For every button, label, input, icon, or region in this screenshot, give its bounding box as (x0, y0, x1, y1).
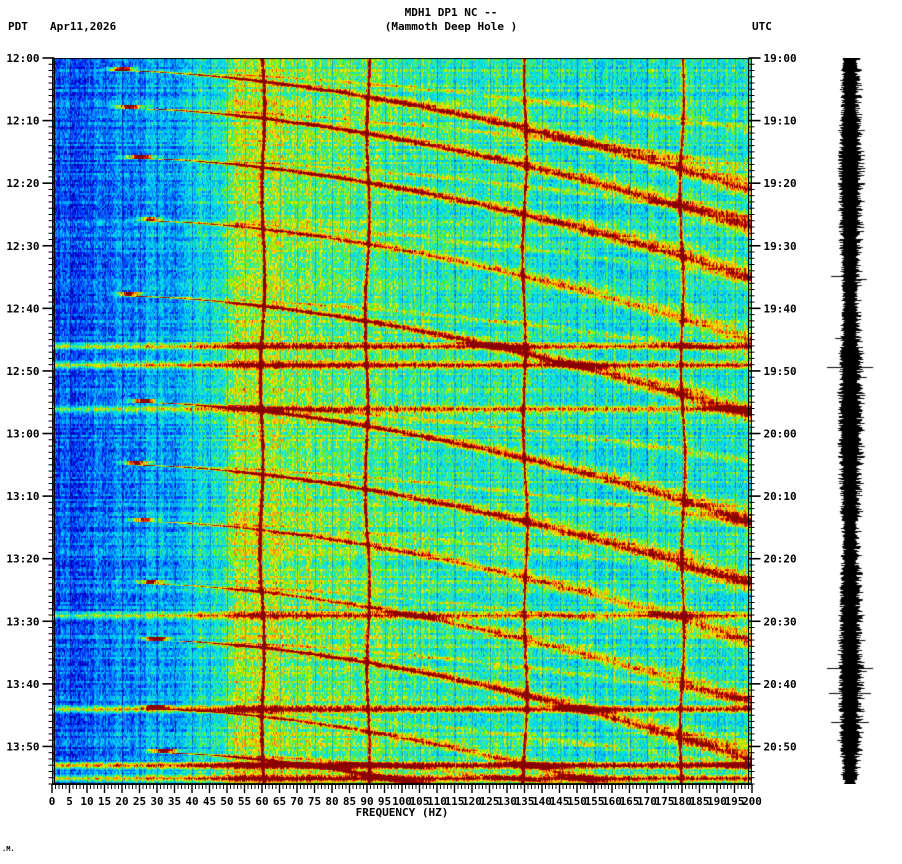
time-tick-label-utc: 20:20 (764, 553, 797, 566)
timezone-label-right: UTC (752, 20, 772, 33)
spectrogram-plot[interactable] (52, 58, 752, 784)
time-tick-label-pdt: 13:00 (6, 428, 39, 441)
seismogram-canvas (808, 58, 900, 784)
time-tick-label-utc: 20:30 (764, 615, 797, 628)
station-title: MDH1 DP1 NC -- (404, 6, 498, 19)
time-tick-label-pdt: 12:30 (6, 240, 39, 253)
time-tick-label-utc: 19:00 (764, 52, 797, 65)
time-tick-label-utc: 20:00 (764, 428, 797, 441)
time-tick-label-utc: 20:10 (764, 490, 797, 503)
time-tick-label-pdt: 13:50 (6, 740, 39, 753)
date-label: Apr11,2026 (50, 20, 117, 33)
frequency-axis-title: FREQUENCY (HZ) (355, 806, 449, 819)
time-tick-label-utc: 20:50 (764, 740, 797, 753)
time-tick-label-pdt: 12:00 (6, 52, 39, 65)
time-tick-label-pdt: 12:20 (6, 177, 39, 190)
corner-artifact-mark: .M. (2, 845, 15, 853)
time-tick-label-utc: 19:20 (764, 177, 797, 190)
time-tick-label-utc: 19:40 (764, 302, 797, 315)
time-tick-label-utc: 20:40 (764, 678, 797, 691)
time-tick-label-utc: 19:10 (764, 115, 797, 128)
time-tick-label-pdt: 13:40 (6, 678, 39, 691)
spectrogram-canvas[interactable] (52, 58, 752, 784)
time-tick-label-utc: 19:30 (764, 240, 797, 253)
timezone-label-left: PDT (8, 20, 28, 33)
time-tick-label-pdt: 13:30 (6, 615, 39, 628)
seismogram-trace[interactable] (808, 58, 900, 784)
time-tick-label-utc: 19:50 (764, 365, 797, 378)
station-subtitle: (Mammoth Deep Hole ) (384, 20, 518, 33)
time-tick-label-pdt: 12:10 (6, 115, 39, 128)
time-axis-left: 12:00 12:10 12:20 12:30 12:40 12:50 13:00 13:10… (6, 52, 55, 785)
time-tick-label-pdt: 12:50 (6, 365, 39, 378)
time-tick-label-pdt: 12:40 (6, 302, 39, 315)
time-tick-label-pdt: 13:20 (6, 553, 39, 566)
time-tick-label-pdt: 13:10 (6, 490, 39, 503)
